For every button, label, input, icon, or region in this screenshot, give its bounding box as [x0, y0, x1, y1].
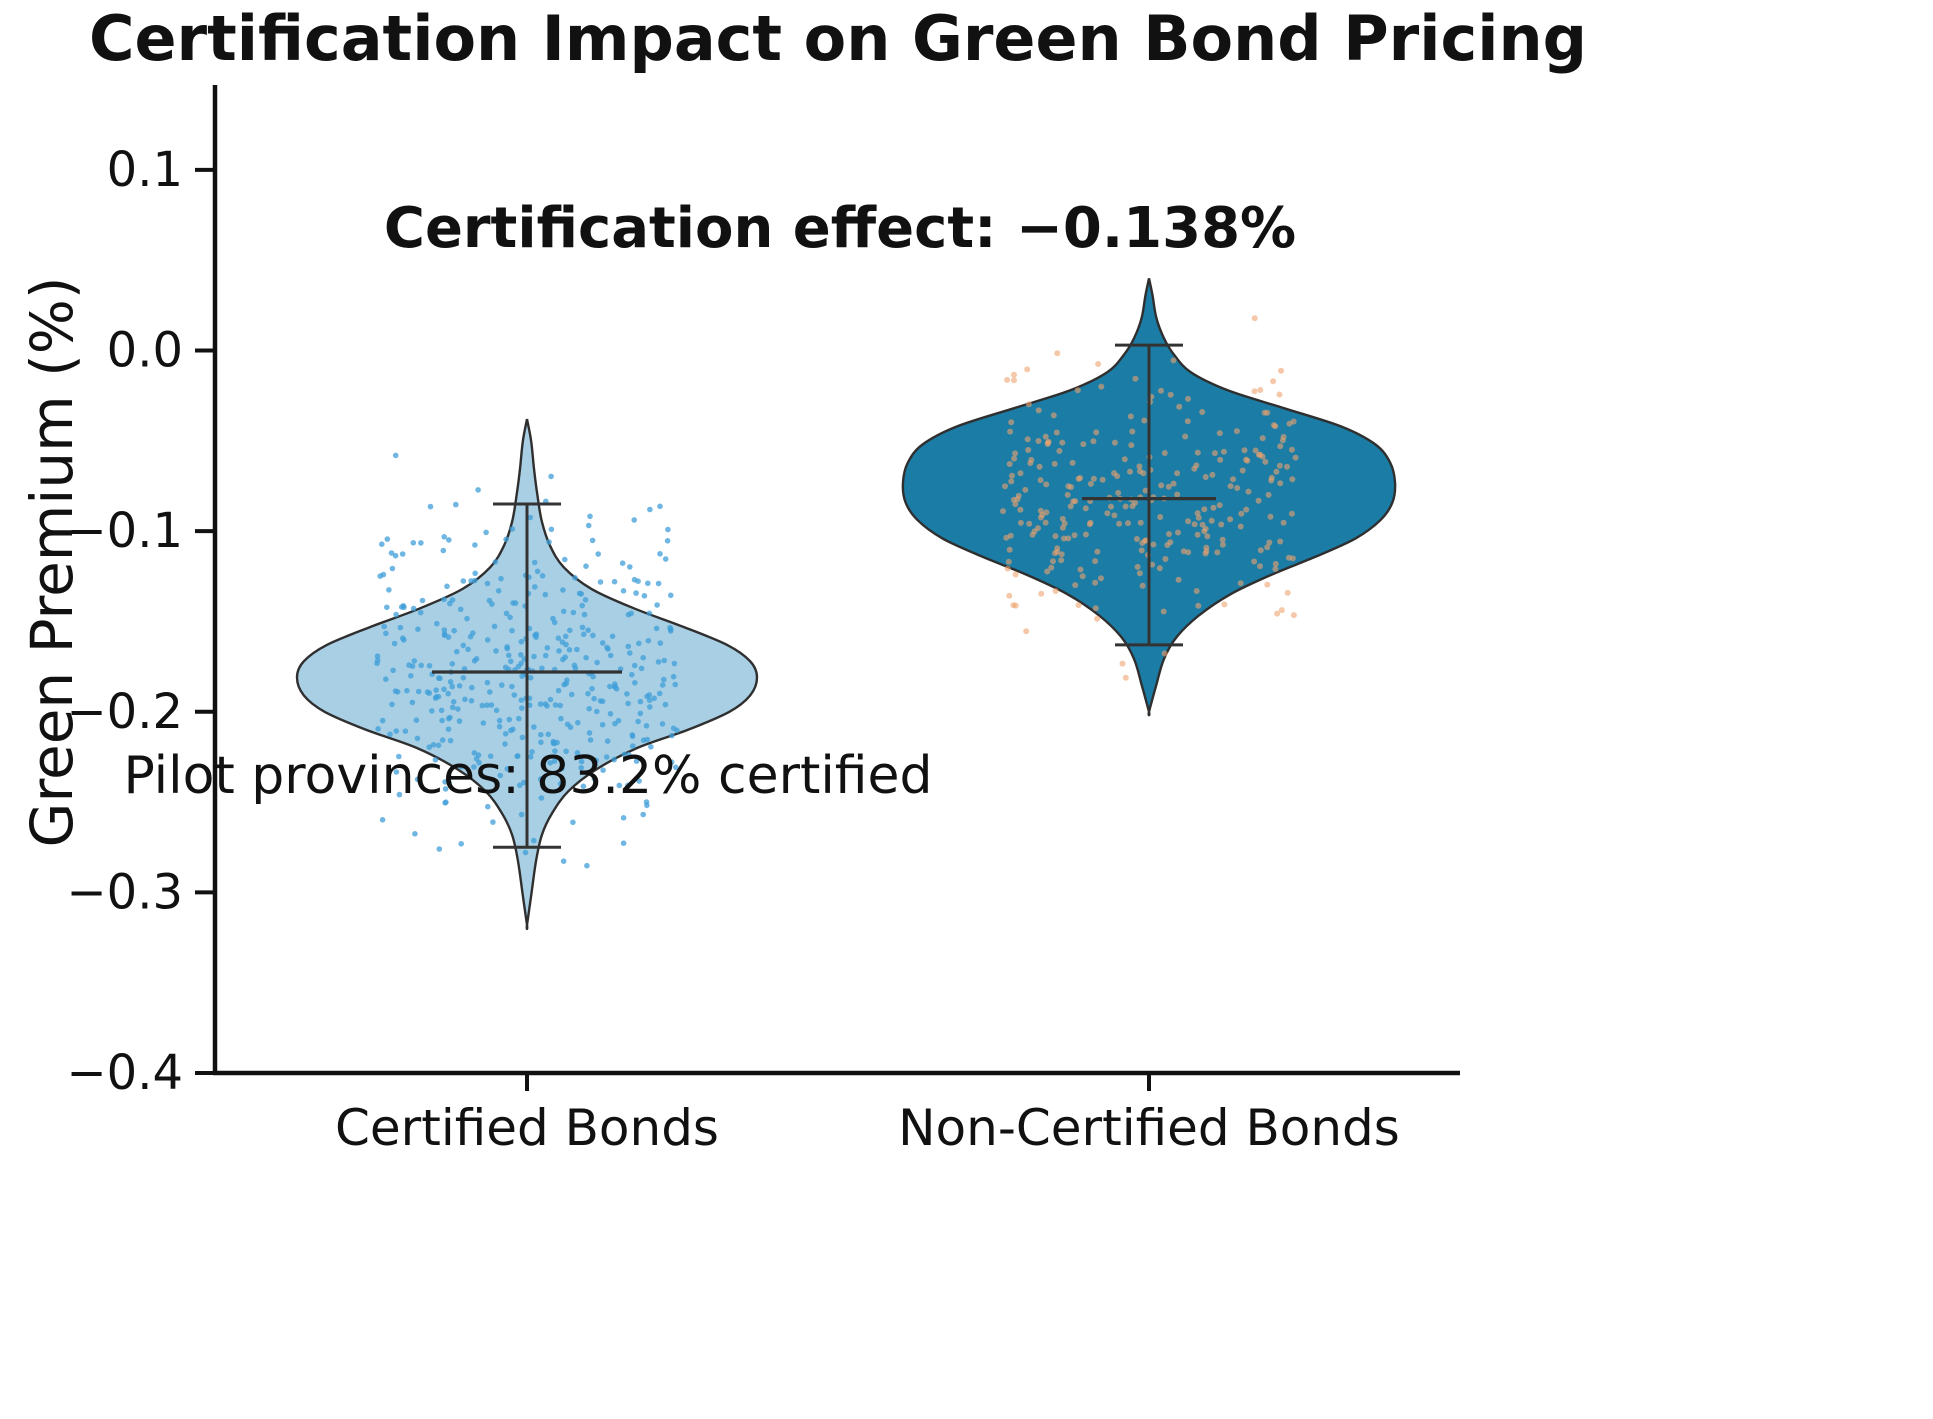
- annotation-certification-effect: Certification effect: −0.138%: [383, 196, 1297, 261]
- strip-points-non-certified: [1000, 315, 1299, 681]
- annotation-pilot-provinces: Pilot provinces: 83.2% certified: [123, 746, 933, 806]
- chart-title: Certification Impact on Green Bond Prici…: [89, 2, 1587, 75]
- y-tick-label: −0.2: [66, 684, 183, 740]
- y-tick-label: 0.1: [107, 142, 183, 198]
- strip-points-certified: [374, 452, 680, 869]
- x-tick-label: Certified Bonds: [335, 1099, 719, 1157]
- y-tick-label: −0.3: [66, 864, 183, 920]
- y-axis-label: Green Premium (%): [18, 276, 86, 848]
- y-tick-label: −0.1: [66, 503, 183, 559]
- y-tick-label: 0.0: [107, 323, 183, 379]
- x-tick-label: Non-Certified Bonds: [898, 1099, 1400, 1157]
- y-tick-label: −0.4: [66, 1045, 183, 1101]
